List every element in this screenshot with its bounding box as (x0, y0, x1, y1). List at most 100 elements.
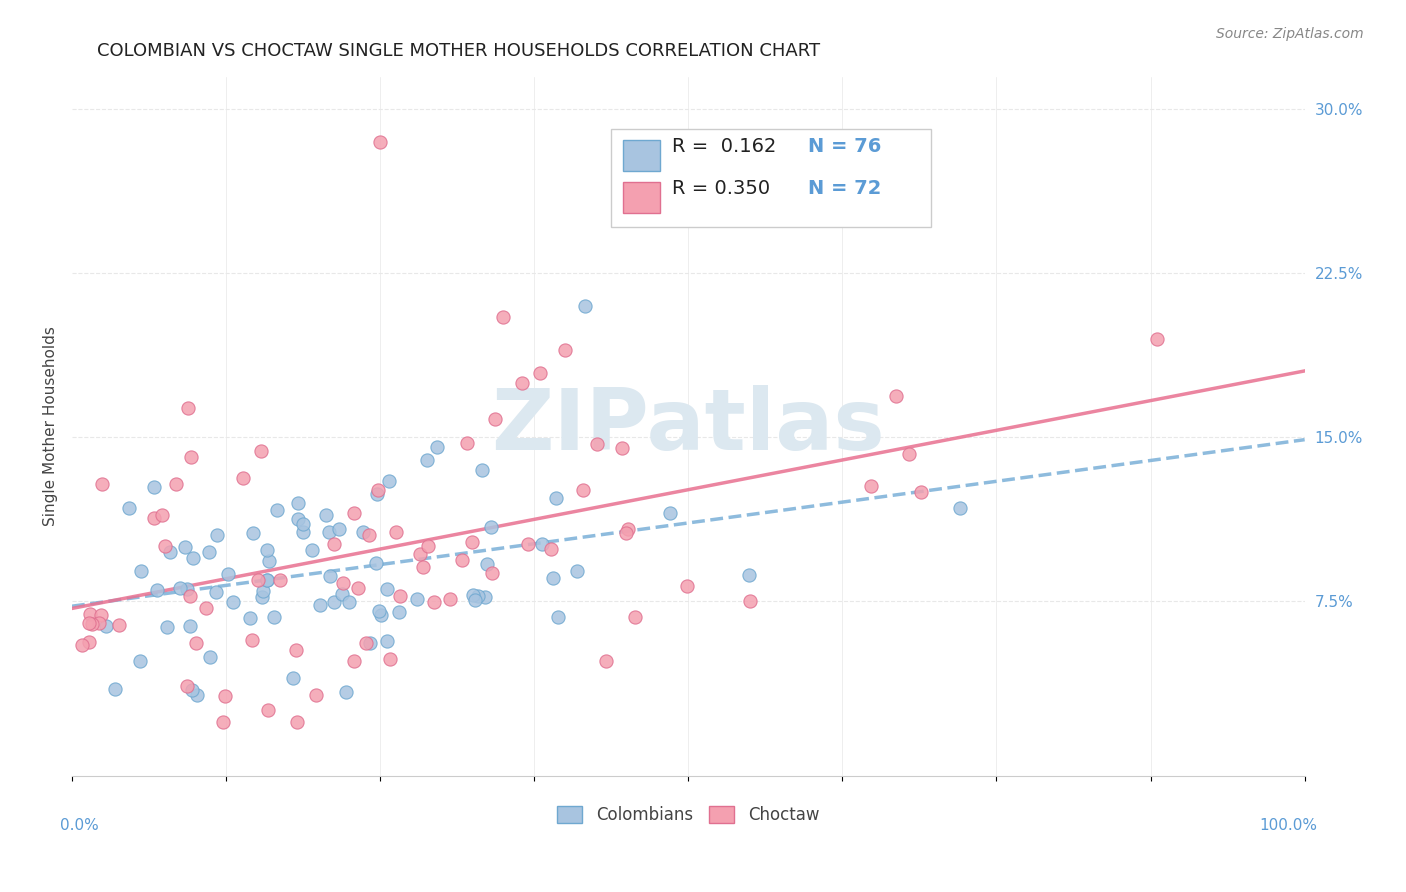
Choctaw (232, 471, 254, 485)
Choctaw (305, 688, 328, 702)
Colombians (179, 619, 201, 633)
Text: ZIPatlas: ZIPatlas (492, 384, 886, 468)
Colombians (181, 550, 204, 565)
Colombians (309, 599, 332, 613)
Choctaw (284, 642, 307, 657)
Choctaw (90, 607, 112, 622)
Colombians (263, 609, 285, 624)
Choctaw (859, 479, 882, 493)
Choctaw (354, 635, 377, 649)
Colombians (475, 557, 498, 571)
Colombians (292, 516, 315, 531)
Colombians (169, 581, 191, 595)
Choctaw (439, 591, 461, 606)
Text: N = 72: N = 72 (808, 179, 882, 198)
Colombians (370, 608, 392, 623)
Choctaw (884, 388, 907, 402)
Choctaw (247, 573, 270, 587)
Colombians (129, 564, 152, 578)
Text: N = 76: N = 76 (808, 137, 882, 156)
Colombians (205, 585, 228, 599)
Choctaw (409, 547, 432, 561)
Colombians (406, 591, 429, 606)
Text: 0.0%: 0.0% (59, 818, 98, 833)
Colombians (222, 595, 245, 609)
Colombians (949, 500, 972, 515)
Colombians (738, 568, 761, 582)
Colombians (266, 502, 288, 516)
Colombians (186, 688, 208, 702)
Choctaw (143, 511, 166, 525)
Choctaw (516, 537, 538, 551)
Choctaw (529, 366, 551, 380)
Choctaw (367, 483, 389, 498)
Colombians (315, 508, 337, 522)
Colombians (352, 524, 374, 539)
Choctaw (456, 436, 478, 450)
Colombians (366, 556, 388, 570)
Colombians (143, 480, 166, 494)
Colombians (323, 594, 346, 608)
Choctaw (1146, 332, 1168, 346)
Choctaw (492, 310, 515, 324)
Colombians (330, 587, 353, 601)
Choctaw (378, 652, 401, 666)
Colombians (250, 590, 273, 604)
Choctaw (108, 618, 131, 632)
Colombians (217, 567, 239, 582)
Choctaw (368, 135, 391, 149)
Choctaw (423, 595, 446, 609)
Colombians (471, 463, 494, 477)
Choctaw (179, 589, 201, 603)
Choctaw (388, 590, 411, 604)
Choctaw (614, 525, 637, 540)
Colombians (256, 573, 278, 587)
Colombians (256, 543, 278, 558)
Colombians (461, 588, 484, 602)
Colombians (328, 522, 350, 536)
Colombians (375, 634, 398, 648)
Colombians (129, 654, 152, 668)
Choctaw (285, 714, 308, 729)
Colombians (287, 496, 309, 510)
Choctaw (269, 573, 291, 587)
Colombians (659, 506, 682, 520)
Colombians (176, 582, 198, 596)
Colombians (156, 620, 179, 634)
Choctaw (250, 443, 273, 458)
Colombians (426, 440, 449, 454)
Choctaw (450, 552, 472, 566)
Choctaw (91, 476, 114, 491)
Choctaw (347, 581, 370, 595)
Choctaw (610, 442, 633, 456)
Choctaw (554, 343, 576, 357)
Colombians (574, 299, 596, 313)
Choctaw (595, 654, 617, 668)
Colombians (281, 671, 304, 685)
Colombians (198, 649, 221, 664)
Choctaw (77, 634, 100, 648)
Colombians (547, 610, 569, 624)
Choctaw (357, 528, 380, 542)
Choctaw (572, 483, 595, 498)
Choctaw (624, 609, 647, 624)
Colombians (104, 681, 127, 696)
Choctaw (586, 437, 609, 451)
Choctaw (150, 508, 173, 522)
Choctaw (79, 616, 101, 631)
Colombians (94, 618, 117, 632)
Colombians (118, 500, 141, 515)
Choctaw (510, 376, 533, 390)
Colombians (242, 525, 264, 540)
Choctaw (343, 506, 366, 520)
Colombians (415, 453, 437, 467)
Colombians (257, 554, 280, 568)
Choctaw (211, 714, 233, 729)
Colombians (474, 590, 496, 604)
Colombians (252, 583, 274, 598)
Choctaw (332, 576, 354, 591)
Choctaw (184, 635, 207, 649)
Choctaw (460, 535, 482, 549)
Choctaw (165, 477, 187, 491)
FancyBboxPatch shape (610, 129, 931, 227)
